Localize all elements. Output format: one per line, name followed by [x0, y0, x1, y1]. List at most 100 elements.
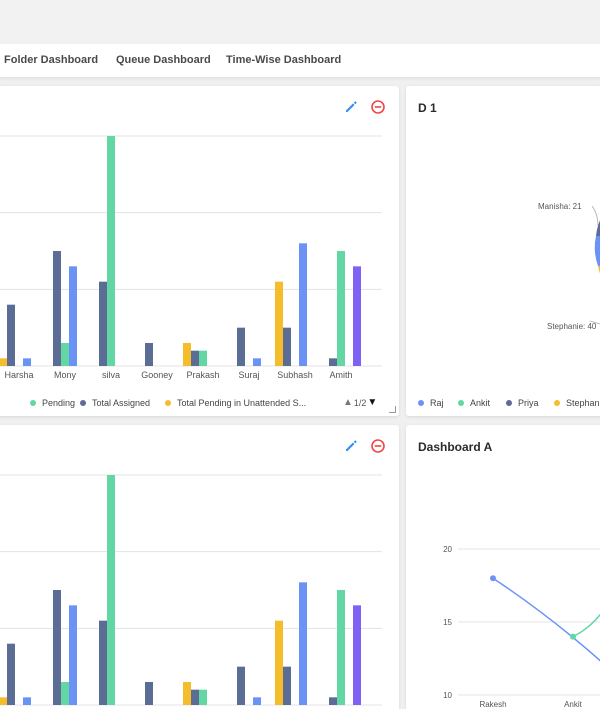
tab-time-wise-dashboard[interactable]: Time-Wise Dashboard [226, 54, 342, 66]
legend-label: Priya [518, 398, 539, 408]
bar [61, 343, 69, 366]
minus-circle-icon[interactable] [370, 438, 386, 454]
bar-chart-card: Harsha Mony silva Gooney Prakash Suraj Subhash… [0, 86, 399, 416]
x-tick-label: Mony [54, 370, 77, 380]
bar [61, 682, 69, 705]
bar [299, 243, 307, 366]
bar [283, 327, 291, 366]
bar [23, 358, 31, 366]
legend-dot [554, 400, 560, 406]
bar [299, 582, 307, 705]
bar [191, 350, 199, 366]
card-title: D 1 [418, 101, 437, 115]
dashboard-tab-bar: Folder Dashboard Queue Dashboard Time-Wi… [0, 44, 600, 78]
bar [199, 350, 207, 366]
legend-item-stephan[interactable]: Stephan [554, 398, 600, 408]
bar [107, 475, 115, 705]
pie-slice-raj[interactable] [594, 236, 600, 266]
bar [237, 327, 245, 366]
bar [337, 251, 345, 366]
legend-dot [165, 400, 171, 406]
bar [99, 281, 107, 366]
legend-dot [418, 400, 424, 406]
pie-label-manisha: Manisha: 21 [538, 202, 582, 211]
line-series [492, 577, 600, 662]
x-tick-label: Harsha [4, 370, 33, 380]
resize-handle[interactable] [389, 406, 396, 413]
line-series [572, 613, 600, 638]
pencil-icon[interactable] [343, 99, 359, 115]
legend-label: Total Assigned [92, 398, 151, 408]
bar-chart: Harsha Mony silva Gooney Prakash Suraj Subhash… [0, 135, 382, 380]
bar [145, 343, 153, 366]
bar [0, 697, 7, 705]
bar [329, 697, 337, 705]
pie-label-line [589, 320, 600, 325]
chart-legend: Raj Ankit Priya Stephan [406, 392, 600, 416]
line-chart: 10 15 20 Rakesh Ankit [443, 545, 600, 709]
bar [23, 697, 31, 705]
pie-slice-priya[interactable] [596, 216, 600, 236]
legend-label: Ankit [470, 398, 491, 408]
bar [145, 682, 153, 705]
legend-label: Pending [42, 398, 76, 408]
bar [275, 620, 283, 705]
bar [0, 358, 7, 366]
legend-label: Raj [430, 398, 444, 408]
pager-label: 1/2 [353, 397, 367, 408]
legend-item-pending[interactable]: Pending [30, 398, 75, 408]
legend-label: Stephan [566, 398, 600, 408]
bar-chart [0, 474, 382, 706]
pie-chart-card: D 1 Manisha: 21 Stephanie: 40 Raj Ankit … [406, 86, 600, 416]
bar [337, 590, 345, 705]
legend-item-total-pending-unattended[interactable]: Total Pending in Unattended S... [165, 398, 306, 408]
line-point [490, 575, 496, 582]
bar [199, 689, 207, 705]
line-chart-card: Dashboard A 10 15 20 Rakesh Ankit [406, 425, 600, 709]
minus-circle-icon[interactable] [370, 99, 386, 115]
bar [69, 605, 77, 705]
x-tick-label: Amith [329, 370, 352, 380]
x-tick-label: Subhash [277, 370, 313, 380]
bar [253, 358, 261, 366]
line-point [570, 633, 576, 640]
card-title: Dashboard A [418, 440, 493, 454]
y-tick-label: 15 [443, 618, 452, 627]
y-tick-label: 10 [443, 691, 452, 700]
legend-item-ankit[interactable]: Ankit [458, 398, 490, 408]
pie-label-stephanie: Stephanie: 40 [547, 322, 597, 331]
bar [275, 281, 283, 366]
legend-pager: ▲ 1/2 ▼ [343, 397, 377, 408]
pencil-icon[interactable] [343, 438, 359, 454]
bar [353, 266, 361, 366]
bar-chart-card [0, 425, 399, 709]
legend-dot [458, 400, 464, 406]
pager-up-icon[interactable]: ▲ [343, 397, 353, 408]
bar [237, 666, 245, 705]
pie-chart: Manisha: 21 Stephanie: 40 [538, 202, 600, 331]
tab-queue-dashboard[interactable]: Queue Dashboard [116, 54, 211, 66]
pager-down-icon[interactable]: ▼ [367, 397, 378, 408]
bar [69, 266, 77, 366]
x-tick-label: Suraj [238, 370, 259, 380]
x-tick-label: Prakash [186, 370, 219, 380]
legend-item-priya[interactable]: Priya [506, 398, 539, 408]
bar [329, 358, 337, 366]
legend-label: Total Pending in Unattended S... [177, 398, 307, 408]
legend-dot [80, 400, 86, 406]
x-tick-label: Ankit [564, 700, 583, 709]
bar [107, 136, 115, 366]
x-tick-label: Gooney [141, 370, 173, 380]
bar [7, 643, 15, 705]
bar [7, 304, 15, 366]
legend-item-raj[interactable]: Raj [418, 398, 444, 408]
bar [183, 682, 191, 705]
x-tick-label: Rakesh [479, 700, 506, 709]
tab-folder-dashboard[interactable]: Folder Dashboard [4, 54, 99, 66]
bar [283, 666, 291, 705]
bar [53, 590, 61, 705]
legend-item-total-assigned[interactable]: Total Assigned [80, 398, 150, 408]
pie-label-line [591, 205, 599, 227]
top-bar [0, 0, 600, 44]
bar [53, 251, 61, 366]
